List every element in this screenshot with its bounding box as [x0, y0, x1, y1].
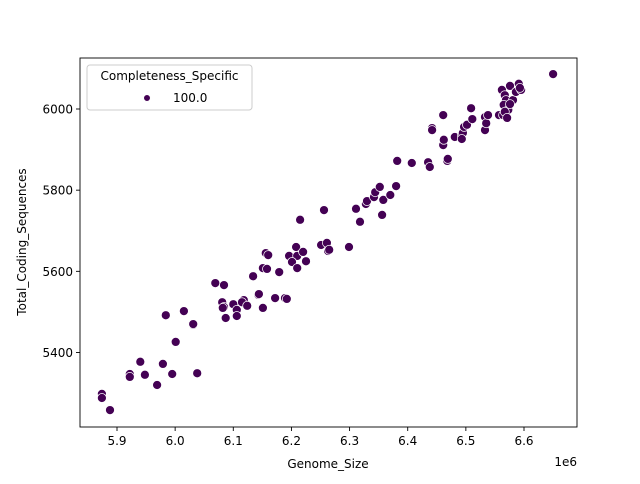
data-point	[263, 250, 274, 260]
data-point	[355, 216, 365, 227]
axes-spines	[79, 57, 578, 428]
data-point	[374, 182, 385, 192]
data-point	[248, 271, 258, 282]
legend: Completeness_Specific 100.0	[86, 64, 253, 111]
data-point	[391, 181, 401, 191]
x-axis-ticks: 5.9 6.0 6.1 6.2 6.3 6.4 6.5 6.6	[107, 427, 534, 448]
y-tick-label: 6000	[42, 103, 73, 117]
legend-marker-icon	[143, 94, 151, 102]
data-point	[274, 267, 285, 277]
data-point	[152, 380, 162, 390]
x-tick-label: 6.1	[224, 434, 243, 448]
data-point	[124, 372, 135, 382]
scatter-points	[97, 69, 558, 415]
data-point	[502, 113, 512, 123]
x-tick-label: 5.9	[107, 434, 126, 448]
data-point	[438, 134, 449, 145]
data-point	[548, 69, 558, 79]
data-point	[220, 313, 231, 323]
y-tick-label: 5800	[42, 184, 73, 198]
data-point	[167, 369, 178, 379]
x-tick-label: 6.6	[514, 434, 533, 448]
data-point	[344, 242, 354, 252]
data-point	[481, 118, 492, 129]
data-point	[262, 264, 272, 274]
y-axis-ticks: 5400 5600 5800 6000	[42, 103, 80, 360]
data-point	[135, 356, 146, 367]
x-axis-label: Genome_Size	[287, 457, 368, 471]
data-point	[231, 311, 242, 321]
data-point	[301, 256, 311, 267]
data-point	[351, 203, 361, 214]
data-point	[254, 289, 264, 299]
data-point	[281, 294, 292, 304]
data-point	[291, 242, 301, 252]
x-tick-label: 6.3	[340, 434, 359, 448]
data-point	[438, 110, 449, 120]
data-point	[242, 300, 253, 311]
data-point	[466, 103, 476, 114]
x-tick-label: 6.0	[166, 434, 185, 448]
data-point	[427, 125, 437, 135]
x-axis-offset-label: 1e6	[554, 455, 577, 469]
data-point	[158, 359, 168, 369]
data-point	[483, 110, 493, 120]
data-point	[219, 280, 229, 290]
x-tick-label: 6.4	[398, 434, 417, 448]
data-point	[210, 278, 221, 288]
data-point	[515, 83, 525, 93]
y-tick-label: 5400	[42, 346, 73, 360]
data-point	[456, 134, 467, 144]
data-point	[424, 162, 435, 172]
data-point	[140, 369, 150, 380]
axes-frame	[79, 57, 578, 428]
data-point	[319, 205, 329, 215]
data-point	[298, 247, 308, 257]
data-point	[97, 393, 107, 403]
x-tick-label: 6.2	[282, 434, 301, 448]
data-point	[505, 99, 515, 109]
data-point	[292, 263, 303, 273]
x-tick-label: 6.5	[456, 434, 475, 448]
data-point	[442, 154, 453, 164]
data-point	[105, 405, 115, 415]
data-point	[377, 210, 387, 220]
data-point	[170, 337, 181, 347]
data-point	[160, 310, 171, 321]
data-point	[406, 158, 417, 168]
data-point	[258, 303, 268, 313]
legend-title: Completeness_Specific	[100, 69, 238, 83]
data-point	[179, 306, 189, 316]
y-axis-label: Total_Coding_Sequences	[15, 168, 29, 316]
data-point	[392, 156, 403, 166]
data-point	[467, 114, 478, 124]
legend-entry-label: 100.0	[173, 91, 207, 105]
data-point	[295, 214, 305, 225]
data-point	[192, 368, 203, 379]
data-point	[385, 190, 396, 200]
data-point	[324, 244, 335, 255]
data-point	[217, 303, 228, 313]
y-tick-label: 5600	[42, 265, 73, 279]
legend-box	[86, 64, 253, 111]
data-point	[188, 319, 199, 329]
data-point	[270, 293, 280, 303]
data-point	[378, 195, 389, 205]
